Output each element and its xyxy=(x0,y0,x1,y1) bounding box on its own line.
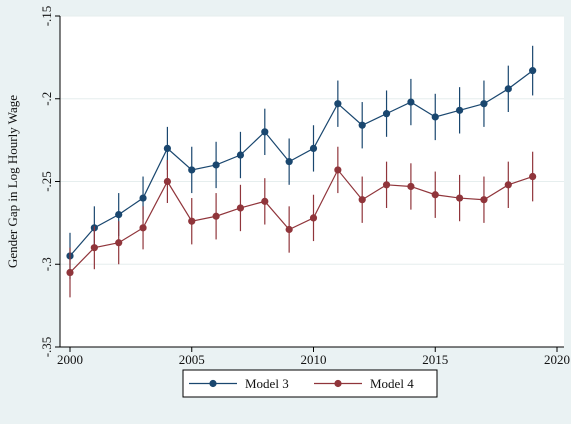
data-point xyxy=(529,172,537,181)
x-tick-label: 2005 xyxy=(179,352,205,367)
data-point xyxy=(236,151,245,159)
data-point xyxy=(431,113,439,121)
y-axis-label: Gender Gap in Log Hourly Wage xyxy=(5,95,20,268)
y-tick-label: -.2 xyxy=(39,92,54,106)
y-tick-label: -.3 xyxy=(39,257,54,271)
y-tick-label: -.15 xyxy=(39,6,54,27)
data-point xyxy=(382,181,391,189)
legend-swatch-marker xyxy=(209,379,217,388)
data-point xyxy=(382,110,391,118)
data-point xyxy=(163,177,171,186)
data-point xyxy=(480,196,488,204)
data-point xyxy=(163,144,171,152)
x-tick-label: 2020 xyxy=(544,352,570,367)
data-point xyxy=(115,211,123,219)
legend-label: Model 3 xyxy=(245,376,289,391)
data-point xyxy=(285,225,293,234)
y-tick-label: -.35 xyxy=(39,337,54,358)
data-point xyxy=(188,166,196,174)
series-model-4 xyxy=(66,146,537,298)
data-point xyxy=(66,268,74,277)
legend: Model 3 Model 4 xyxy=(182,369,438,398)
legend-swatch-marker xyxy=(334,379,342,388)
x-tick-label: 2015 xyxy=(422,352,448,367)
data-point xyxy=(139,224,147,232)
data-point xyxy=(139,194,147,202)
data-point xyxy=(261,197,269,205)
data-point xyxy=(285,158,293,166)
data-point xyxy=(407,98,415,106)
x-axis-ticks: 2000 2005 2010 2015 2020 xyxy=(57,347,570,367)
data-point xyxy=(456,194,464,202)
data-point xyxy=(504,181,512,189)
y-tick-label: -.25 xyxy=(39,171,54,192)
data-point xyxy=(261,128,269,136)
data-point xyxy=(188,217,196,225)
data-point xyxy=(90,244,98,252)
series-layer xyxy=(66,45,537,298)
data-point xyxy=(212,161,220,169)
data-point xyxy=(309,144,318,152)
x-tick-label: 2000 xyxy=(57,352,83,367)
data-point xyxy=(358,121,366,129)
series-line xyxy=(69,70,534,257)
series-line xyxy=(69,168,533,273)
data-point xyxy=(358,196,366,204)
data-point xyxy=(236,204,245,212)
data-point xyxy=(431,191,439,199)
data-point xyxy=(529,67,537,75)
legend-label: Model 4 xyxy=(370,376,414,391)
y-axis-ticks: -.35 -.3 -.25 -.2 -.15 xyxy=(39,6,60,358)
data-point xyxy=(407,182,415,191)
data-point xyxy=(309,214,318,222)
data-point xyxy=(334,166,342,174)
data-point xyxy=(334,100,342,108)
data-point xyxy=(480,100,488,108)
x-tick-label: 2010 xyxy=(301,352,327,367)
data-point xyxy=(115,239,123,247)
data-point xyxy=(504,85,512,93)
data-point xyxy=(212,212,220,220)
data-point xyxy=(456,106,464,114)
